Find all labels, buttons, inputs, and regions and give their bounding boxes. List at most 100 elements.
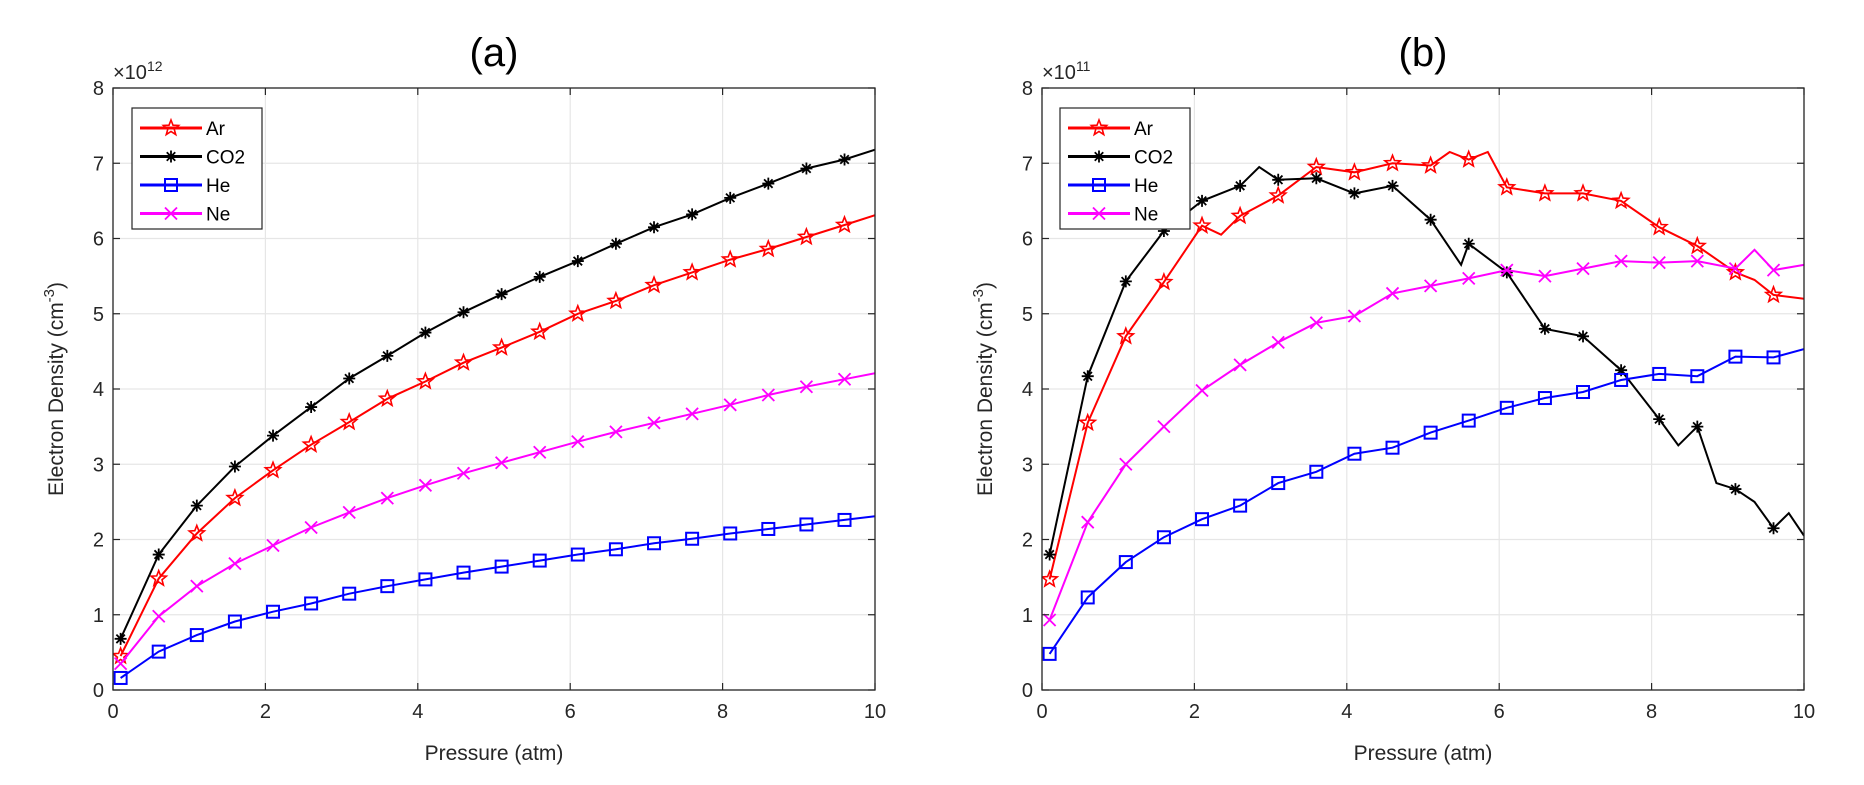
data-point-ne xyxy=(1157,419,1171,434)
data-point-ar xyxy=(1687,235,1708,255)
data-point-ar xyxy=(1268,185,1288,204)
y-axis-label-main: Electron Density (cm xyxy=(45,302,68,496)
data-point-ne xyxy=(1538,269,1552,283)
data-point-ne xyxy=(761,388,775,402)
data-point-he xyxy=(1614,372,1629,387)
data-point-co2 xyxy=(1386,179,1399,192)
data-point-ar xyxy=(1154,271,1174,291)
x-tick-label: 0 xyxy=(1036,701,1047,723)
y-multiplier-exp: 11 xyxy=(1076,58,1091,74)
data-point-ar xyxy=(1535,183,1555,202)
chart-panel-b: 0 2 4 6 8 10 0 1 2 3 4 5 6 7 8 ×1011 (b) Pressure (atm) El… xyxy=(970,31,1815,765)
legend-marker-ar xyxy=(1089,117,1109,137)
x-axis-label: Pressure (atm) xyxy=(425,742,564,765)
x-tick-label: 4 xyxy=(412,701,423,723)
data-point-co2 xyxy=(648,221,661,234)
data-point-he xyxy=(799,517,814,532)
data-point-co2 xyxy=(190,499,203,512)
data-point-ar xyxy=(1192,215,1212,235)
data-point-ar xyxy=(834,214,855,234)
data-point-co2 xyxy=(762,177,775,190)
series-ne xyxy=(1042,248,1804,627)
data-point-ne xyxy=(266,538,280,553)
data-point-ar xyxy=(1077,412,1098,432)
data-point-ar xyxy=(606,290,626,310)
data-point-ne xyxy=(533,445,547,459)
data-point-he xyxy=(532,553,547,568)
data-point-ar xyxy=(682,262,702,281)
data-point-co2 xyxy=(228,460,241,473)
data-point-co2 xyxy=(1196,194,1209,207)
x-tick-label: 8 xyxy=(1646,701,1657,723)
data-point-ar xyxy=(1420,155,1441,174)
x-axis-label: Pressure (atm) xyxy=(1354,742,1493,765)
data-point-co2 xyxy=(1577,330,1590,343)
data-point-he xyxy=(304,596,319,611)
data-point-ar xyxy=(1458,149,1479,168)
data-point-co2 xyxy=(267,429,280,442)
y-tick-label: 6 xyxy=(93,229,104,251)
series-line-he xyxy=(120,515,875,679)
data-point-ne xyxy=(1728,261,1743,276)
data-point-ne xyxy=(190,579,204,593)
legend-label-he: He xyxy=(1134,176,1158,197)
data-point-ar xyxy=(1725,262,1746,281)
data-point-co2 xyxy=(1157,224,1170,237)
data-point-ar xyxy=(225,487,245,507)
data-point-he xyxy=(1537,391,1552,406)
data-point-ne xyxy=(1462,271,1476,286)
x-tick-label: 8 xyxy=(717,701,728,723)
series-co2 xyxy=(1043,165,1804,561)
y-axis-label: Electron Density (cm-3) xyxy=(41,282,68,496)
data-point-co2 xyxy=(343,372,356,385)
data-point-ar xyxy=(1649,216,1669,236)
data-point-ar xyxy=(758,238,779,258)
data-point-ne xyxy=(1347,309,1362,323)
series-co2 xyxy=(114,148,875,645)
y-tick-label: 0 xyxy=(1022,680,1033,702)
series-he xyxy=(1042,348,1804,661)
y-multiplier-base: ×10 xyxy=(1042,62,1076,84)
legend-box xyxy=(1059,107,1191,230)
y-tick-label: 2 xyxy=(1022,530,1033,552)
y-tick-label: 7 xyxy=(93,153,104,175)
data-point-he xyxy=(837,512,852,527)
chart-title: (b) xyxy=(1399,31,1448,75)
data-point-he xyxy=(189,628,204,643)
data-point-co2 xyxy=(1691,420,1704,433)
data-point-he xyxy=(723,526,738,541)
y-tick-label: 1 xyxy=(93,605,104,627)
data-point-ar xyxy=(1497,177,1517,196)
legend-label-ar: Ar xyxy=(1134,119,1154,140)
data-point-he xyxy=(1576,385,1591,400)
data-point-co2 xyxy=(457,306,470,319)
data-point-co2 xyxy=(1538,322,1551,335)
legend-box xyxy=(131,107,263,230)
legend-marker-he xyxy=(1092,178,1106,192)
data-point-co2 xyxy=(1767,522,1780,535)
data-point-co2 xyxy=(152,548,165,561)
data-point-ne xyxy=(1081,515,1095,529)
data-point-ne xyxy=(837,372,852,386)
data-point-he xyxy=(647,536,662,551)
data-point-he xyxy=(1042,646,1057,661)
data-point-ne xyxy=(494,456,509,470)
data-point-co2 xyxy=(1310,172,1323,185)
x-tick-label: 4 xyxy=(1341,701,1352,723)
data-point-ar xyxy=(1042,569,1060,588)
data-point-ne xyxy=(1385,286,1400,301)
data-point-ar xyxy=(1116,326,1136,345)
data-point-ne xyxy=(685,407,699,421)
y-axis-label-main: Electron Density (cm xyxy=(974,302,997,496)
data-point-ne xyxy=(1614,254,1628,268)
data-point-ar xyxy=(187,523,207,542)
data-point-ar xyxy=(339,411,359,431)
legend-label-co2: CO2 xyxy=(1134,148,1173,169)
data-point-ar xyxy=(1230,205,1250,225)
data-point-ar xyxy=(1763,284,1784,304)
data-point-ne xyxy=(1423,279,1438,293)
data-point-ne xyxy=(1309,316,1323,330)
legend: Ar CO2 He Ne xyxy=(1059,107,1191,230)
